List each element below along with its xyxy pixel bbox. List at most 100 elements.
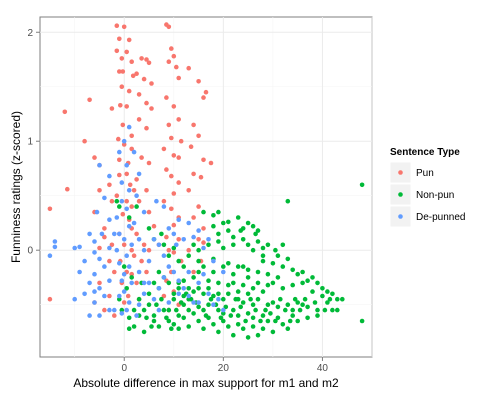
y-axis-ticks: 0 1 2 <box>27 28 40 257</box>
data-point <box>235 322 241 327</box>
data-point <box>131 149 137 155</box>
data-point <box>114 48 120 54</box>
data-point <box>196 79 201 84</box>
data-point <box>117 149 122 155</box>
data-points <box>47 22 365 340</box>
data-point <box>305 315 310 321</box>
data-point <box>255 296 261 302</box>
data-point <box>119 56 125 61</box>
data-point <box>273 247 278 253</box>
data-point <box>114 193 120 198</box>
data-point <box>102 264 107 269</box>
data-point <box>290 307 296 313</box>
data-point <box>178 300 184 305</box>
data-point <box>285 198 291 204</box>
legend: Sentence Type Pun Non-pun De-punned <box>389 147 465 228</box>
data-point <box>141 291 147 297</box>
data-point <box>176 180 181 185</box>
data-point <box>166 300 172 305</box>
data-point <box>245 275 251 280</box>
data-point <box>129 133 134 139</box>
data-point <box>146 60 152 66</box>
data-point <box>118 103 123 108</box>
data-point <box>127 182 133 188</box>
data-point <box>117 172 122 178</box>
data-point <box>295 318 301 324</box>
data-point <box>211 322 216 327</box>
data-point <box>112 269 117 275</box>
data-point <box>265 318 271 324</box>
data-point <box>146 258 152 264</box>
data-point <box>146 291 152 297</box>
data-point <box>176 117 181 122</box>
data-point <box>134 193 139 198</box>
data-point <box>305 278 310 284</box>
data-point <box>107 182 112 188</box>
data-point <box>169 46 174 51</box>
data-point <box>186 188 191 193</box>
data-point <box>139 56 144 61</box>
data-point <box>144 57 149 62</box>
data-point <box>161 198 167 204</box>
data-point <box>196 269 201 275</box>
legend-marker-pun <box>398 170 403 175</box>
data-point <box>186 253 191 258</box>
data-point <box>221 307 226 313</box>
data-point <box>285 256 291 262</box>
data-point <box>129 247 134 253</box>
data-point <box>208 160 214 166</box>
data-point <box>297 307 303 313</box>
data-point <box>315 313 320 318</box>
data-point <box>255 228 261 233</box>
data-point <box>161 293 167 299</box>
data-point <box>208 296 214 302</box>
data-point <box>196 318 201 324</box>
data-point <box>186 293 191 299</box>
data-point <box>109 106 115 111</box>
data-point <box>196 300 201 305</box>
data-point <box>129 271 134 277</box>
data-point <box>130 73 136 79</box>
data-point <box>164 315 169 321</box>
data-point <box>186 220 191 226</box>
data-point <box>268 311 273 316</box>
data-point <box>166 226 172 231</box>
data-point <box>97 256 102 262</box>
data-point <box>283 307 288 313</box>
data-point <box>335 296 340 302</box>
data-point <box>131 253 137 258</box>
data-point <box>136 117 142 122</box>
data-point <box>136 302 142 308</box>
data-point <box>169 135 174 141</box>
data-point <box>117 231 122 237</box>
data-point <box>176 155 181 160</box>
data-point <box>305 304 310 310</box>
data-point <box>171 53 177 59</box>
data-point <box>201 291 206 297</box>
data-point <box>221 220 226 226</box>
data-point <box>176 75 181 81</box>
data-point <box>72 296 77 302</box>
data-point <box>124 307 129 313</box>
data-point <box>166 122 172 128</box>
data-point <box>315 307 320 313</box>
data-point <box>171 104 177 109</box>
data-point <box>107 217 112 222</box>
data-point <box>216 307 221 313</box>
data-point <box>171 296 177 302</box>
data-point <box>231 271 236 277</box>
data-point <box>156 242 162 248</box>
data-point <box>245 242 251 248</box>
data-point <box>126 223 132 229</box>
data-point <box>161 275 167 280</box>
data-point <box>134 204 139 209</box>
data-point <box>325 300 330 305</box>
data-point <box>102 293 107 299</box>
data-point <box>119 198 125 204</box>
data-point <box>245 267 251 273</box>
data-point <box>216 280 221 286</box>
data-point <box>201 95 206 100</box>
data-point <box>121 242 127 248</box>
data-point <box>191 311 196 316</box>
data-point <box>92 155 97 160</box>
